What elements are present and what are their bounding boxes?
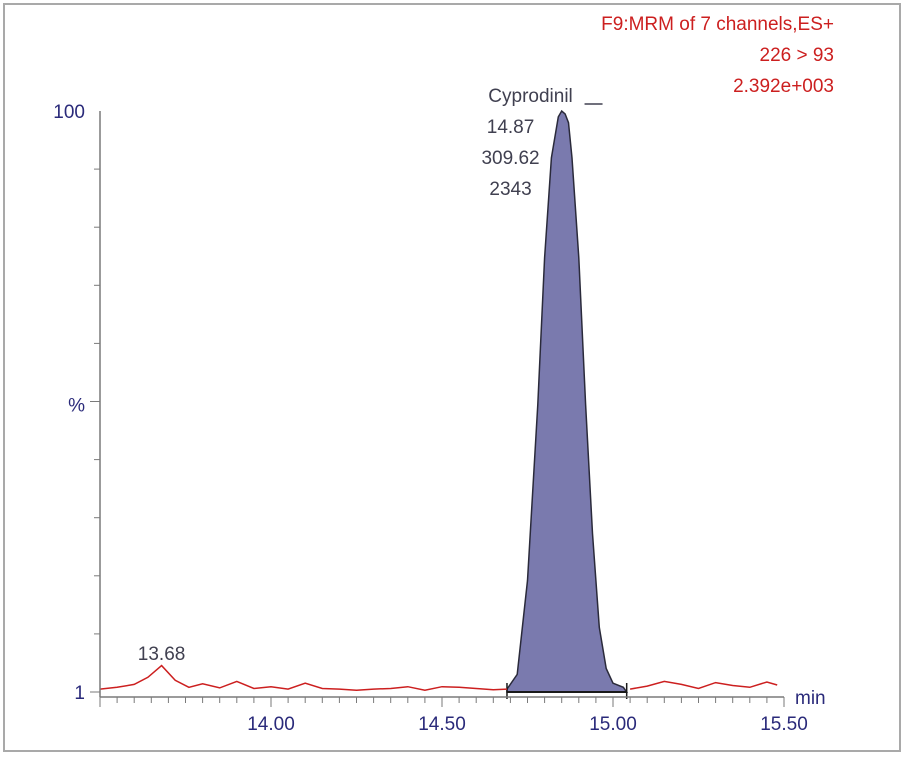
header-line-3: 2.392e+003 xyxy=(733,76,834,97)
axes-layer xyxy=(99,111,784,698)
y-tick-label: 1 xyxy=(74,683,85,704)
x-axis-label: min xyxy=(795,688,826,709)
ticks-layer xyxy=(90,168,785,707)
x-tick-label: 14.00 xyxy=(247,714,295,735)
header-line-2: 226 > 93 xyxy=(760,45,835,66)
x-tick-label: 14.50 xyxy=(418,714,466,735)
trace-layer xyxy=(99,664,778,691)
peak-label-rt: 14.87 xyxy=(487,117,535,138)
y-tick-label: 100 xyxy=(53,102,85,123)
x-tick-label: 15.50 xyxy=(760,714,808,735)
minor-peak-label: 13.68 xyxy=(138,644,186,665)
peak-label-area: 2343 xyxy=(489,179,531,200)
header-line-1: F9:MRM of 7 channels,ES+ xyxy=(601,14,834,35)
y-tick-label: % xyxy=(68,395,85,416)
peak-label-name: Cyprodinil xyxy=(488,86,572,107)
trace-line-after-peak xyxy=(629,680,778,690)
chromatogram-chart: 14.00 14.50 15.00 15.50 100% 1 Cyprodinil 14.87… xyxy=(53,14,835,735)
labels-layer: 14.00 14.50 15.00 15.50 100% 1 Cyprodinil 14.87… xyxy=(53,86,807,735)
trace-line-before-peak xyxy=(99,664,508,691)
chromatogram-panel: 14.00 14.50 15.00 15.50 100% 1 Cyprodinil 14.87… xyxy=(3,3,901,752)
peak-area-cyprodinil xyxy=(506,109,629,693)
peak-label-height: 309.62 xyxy=(481,148,539,169)
x-tick-label: 15.00 xyxy=(589,714,637,735)
